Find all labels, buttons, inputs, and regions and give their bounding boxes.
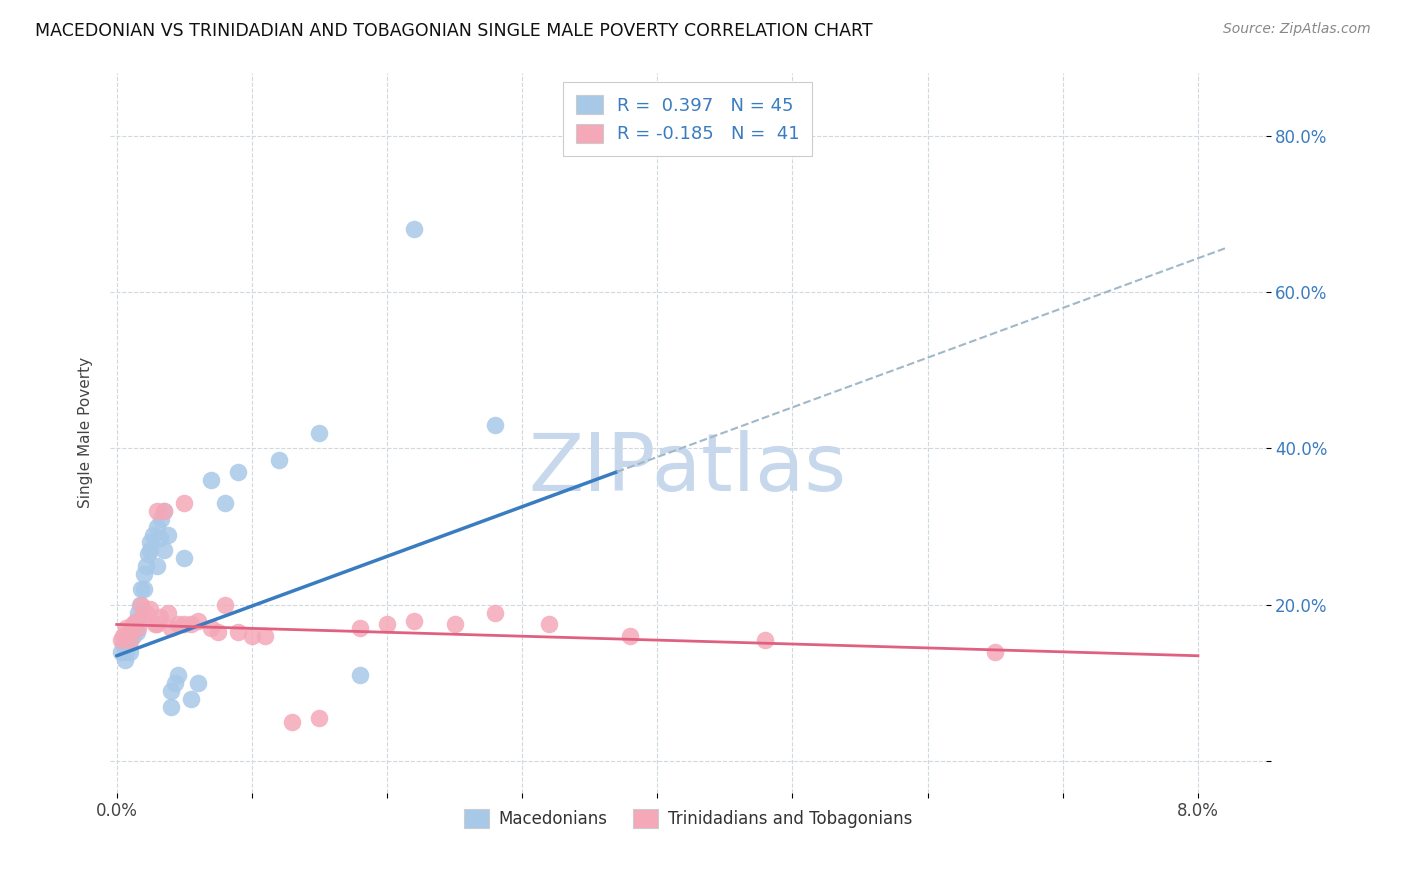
Point (127, 606, 149, 620)
Point (402, 614, 425, 628)
Point (157, 527, 180, 541)
Point (538, 617, 561, 632)
Point (173, 617, 195, 632)
Point (375, 617, 398, 632)
Point (124, 621, 146, 635)
Point (754, 633, 776, 648)
Text: ZIPatlas: ZIPatlas (529, 430, 846, 508)
Point (153, 504, 176, 518)
Point (139, 535, 162, 549)
Point (619, 629, 641, 643)
Point (117, 629, 139, 643)
Point (281, 715, 304, 730)
Point (159, 684, 181, 698)
Point (150, 512, 173, 526)
Point (228, 465, 250, 479)
Point (157, 606, 180, 620)
Point (136, 547, 159, 561)
Point (125, 625, 148, 640)
Point (228, 625, 250, 640)
Point (114, 653, 136, 667)
Point (115, 645, 138, 659)
Point (129, 598, 152, 612)
Point (122, 617, 145, 632)
Point (153, 543, 176, 558)
Point (159, 621, 181, 635)
Point (110, 645, 132, 659)
Point (180, 617, 202, 632)
Point (112, 637, 135, 651)
Point (146, 558, 169, 573)
Point (149, 609, 172, 624)
Point (146, 504, 169, 518)
Point (187, 676, 209, 690)
Point (149, 532, 172, 546)
Point (443, 617, 465, 632)
Legend: Macedonians, Trinidadians and Tobagonians: Macedonians, Trinidadians and Tobagonian… (457, 803, 918, 835)
Point (200, 473, 222, 487)
Point (166, 617, 188, 632)
Point (135, 606, 157, 620)
Point (139, 602, 162, 616)
Point (484, 606, 506, 620)
Point (207, 625, 229, 640)
Point (128, 598, 150, 612)
Point (122, 629, 145, 643)
Point (349, 621, 371, 635)
Point (159, 699, 181, 714)
Point (214, 496, 236, 510)
Point (146, 617, 169, 632)
Point (214, 598, 236, 612)
Point (122, 617, 145, 632)
Point (125, 614, 148, 628)
Point (118, 637, 141, 651)
Point (484, 417, 506, 432)
Point (984, 645, 1007, 659)
Point (173, 551, 195, 566)
Point (132, 609, 155, 624)
Point (267, 453, 290, 467)
Text: MACEDONIAN VS TRINIDADIAN AND TOBAGONIAN SINGLE MALE POVERTY CORRELATION CHART: MACEDONIAN VS TRINIDADIAN AND TOBAGONIAN… (35, 22, 873, 40)
Point (173, 496, 195, 510)
Point (349, 668, 371, 682)
Point (120, 633, 142, 648)
Point (200, 621, 222, 635)
Point (115, 621, 138, 635)
Point (254, 629, 277, 643)
Point (308, 425, 330, 440)
Point (153, 504, 176, 518)
Point (308, 711, 330, 725)
Point (187, 614, 209, 628)
Point (139, 543, 162, 558)
Point (112, 629, 135, 643)
Point (240, 629, 263, 643)
Point (143, 617, 166, 632)
Point (132, 582, 155, 597)
Text: Source: ZipAtlas.com: Source: ZipAtlas.com (1223, 22, 1371, 37)
Point (135, 558, 157, 573)
Point (142, 527, 165, 541)
Point (124, 614, 146, 628)
Point (118, 625, 141, 640)
Point (163, 676, 186, 690)
Point (129, 582, 152, 597)
Point (402, 222, 425, 236)
Point (180, 691, 202, 706)
Point (120, 633, 142, 648)
Y-axis label: Single Male Poverty: Single Male Poverty (79, 358, 93, 508)
Point (146, 519, 169, 533)
Point (132, 566, 155, 581)
Point (166, 668, 188, 682)
Point (120, 645, 142, 659)
Point (127, 621, 149, 635)
Point (110, 633, 132, 648)
